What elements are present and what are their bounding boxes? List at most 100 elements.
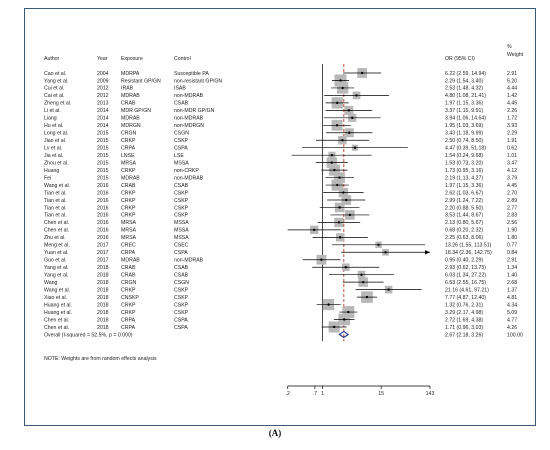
figure-caption: (A) <box>268 428 282 438</box>
study-author: Yang et al. <box>44 272 68 278</box>
study-row: Fei 2015 MDRAB non-MDRAB 2.19 (1.13, 4.27) 3.… <box>44 172 517 183</box>
study-weight: 4.12 <box>507 168 517 174</box>
study-author: Wang et al. <box>44 287 70 293</box>
study-or-ci: 3.43 (1.18, 9.99) <box>445 131 483 137</box>
point-estimate <box>355 94 358 97</box>
point-estimate <box>344 266 348 269</box>
column-headers: Author Year Exposure Control OR (95% CI)… <box>44 44 524 62</box>
study-year: 2016 <box>97 220 109 226</box>
study-weight: 3.47 <box>507 160 517 166</box>
study-weight: 2.89 <box>507 198 517 204</box>
study-or-ci: 1.71 (0.96, 3.03) <box>445 325 483 331</box>
study-weight: 2.29 <box>507 131 517 137</box>
study-control: CSKP <box>174 198 189 204</box>
overall-row: Overall (I-squared = 52.5%, p = 0.000) 2.… <box>44 330 523 338</box>
study-year: 2014 <box>97 123 109 129</box>
study-exposure: MRSA <box>121 160 137 166</box>
study-or-ci: 3.29 (2.17, 4.98) <box>445 310 483 316</box>
study-control: CSPA <box>174 250 188 256</box>
study-year: 2017 <box>97 250 109 256</box>
study-row: Cao et al. 2004 MDRPA Susceptible PA 6.22 (2… <box>44 68 517 78</box>
header-control: Control <box>174 56 191 62</box>
study-weight: 0.62 <box>507 146 517 152</box>
study-control: CSAB <box>174 183 189 189</box>
study-author: Huang et al. <box>44 302 72 308</box>
point-estimate <box>327 303 330 306</box>
study-or-ci: 4.80 (1.08, 21.41) <box>445 93 486 99</box>
study-year: 2015 <box>97 175 109 181</box>
point-estimate <box>338 206 341 209</box>
study-author: Fei <box>44 175 51 181</box>
study-control: CSKP <box>174 295 189 301</box>
study-row: Tian et al. 2016 CRKP CSKP 2.20 (0.88, 5.50)… <box>44 202 517 213</box>
study-weight: 2.26 <box>507 108 517 114</box>
study-row: Li et al. 2014 MDR GP/GN non-MDR GP/GN 3.37 … <box>44 105 517 115</box>
note-text: NOTE: Weights are from random effects an… <box>44 356 157 362</box>
study-control: CSEC <box>174 243 189 249</box>
point-estimate <box>348 131 351 134</box>
study-author: Cui et al. <box>44 86 64 92</box>
study-exposure: MDRGN <box>121 123 141 129</box>
study-or-ci: 1.73 (0.95, 3.16) <box>445 168 483 174</box>
study-year: 2018 <box>97 325 109 331</box>
study-exposure: MDRAB <box>121 116 140 122</box>
study-or-ci: 2.29 (1.54, 3.40) <box>445 78 483 84</box>
study-or-ci: 3.53 (1.44, 8.67) <box>445 213 483 219</box>
point-estimate <box>377 243 380 247</box>
study-year: 2012 <box>97 86 109 92</box>
study-or-ci: 1.97 (1.15, 3.36) <box>445 183 483 189</box>
study-or-ci: 1.32 (0.76, 2.31) <box>445 302 483 308</box>
point-estimate <box>360 273 363 276</box>
study-control: MSSA <box>174 220 189 226</box>
point-estimate <box>341 139 344 142</box>
study-weight: 1.40 <box>507 272 517 278</box>
study-exposure: CRPA <box>121 317 136 323</box>
study-exposure: MDRAB <box>121 175 140 181</box>
study-or-ci: 6.22 (2.59, 14.94) <box>445 71 486 77</box>
study-row: Huang et al. 2018 CRKP CSKP 3.29 (2.17, 4.98… <box>44 306 517 318</box>
study-or-ci: 2.20 (0.88, 5.50) <box>445 205 483 211</box>
axis-tick-label: 143 <box>426 391 435 397</box>
study-row: Wang et al. 2018 CRKP CSKP 21.16 (4.61, 97.2… <box>44 285 517 294</box>
study-exposure: CREC <box>121 243 136 249</box>
plot-frame <box>24 8 536 426</box>
study-or-ci: 18.34 (2.36, 142.75) <box>445 250 492 256</box>
study-exposure: LNSE <box>121 153 135 159</box>
study-weight: 2.77 <box>507 205 517 211</box>
study-exposure: MRSA <box>121 228 137 234</box>
study-year: 2016 <box>97 190 109 196</box>
header-or: OR (95% CI) <box>445 56 475 62</box>
point-estimate <box>353 146 357 149</box>
study-row: Yang et al. 2009 Resistant GP/GN non-resist… <box>44 74 517 87</box>
study-weight: 0.84 <box>507 250 517 256</box>
study-author: Yuan et al. <box>44 250 69 256</box>
point-estimate <box>320 258 323 261</box>
study-row: Hu et al. 2014 MDRGN non-MDRGN 1.95 (1.03, 3… <box>44 119 517 131</box>
point-estimate <box>335 124 339 127</box>
study-weight: 1.34 <box>507 265 517 271</box>
point-estimate <box>330 161 333 164</box>
study-author: Chen et al. <box>44 220 69 226</box>
study-exposure: CRKP <box>121 190 136 196</box>
study-or-ci: 3.37 (1.15, 9.91) <box>445 108 483 114</box>
study-weight: 5.09 <box>507 310 517 316</box>
study-exposure: CNSKP <box>121 295 139 301</box>
study-author: Jiao et al. <box>44 138 66 144</box>
study-control: MSSA <box>174 228 189 234</box>
x-axis: .2 .7 1 15 143 <box>286 385 435 397</box>
study-control: ISAB <box>174 86 186 92</box>
study-or-ci: 2.53 (1.48, 4.32) <box>445 86 483 92</box>
point-estimate <box>336 101 339 105</box>
study-control: non-MDRAB <box>174 116 204 122</box>
study-author: Jia et al. <box>44 153 63 159</box>
point-estimate <box>341 86 344 90</box>
study-weight: 4.44 <box>507 86 517 92</box>
study-year: 2016 <box>97 235 109 241</box>
study-year: 2016 <box>97 205 109 211</box>
study-exposure: CRKP <box>121 198 136 204</box>
point-estimate <box>361 280 365 284</box>
overall-weight: 100.00 <box>507 332 523 338</box>
study-row: Liang 2014 MDRAB non-MDRAB 3.94 (1.06, 14.64… <box>44 113 517 122</box>
study-author: Cao et al. <box>44 71 66 77</box>
study-control: CSPA <box>174 325 188 331</box>
